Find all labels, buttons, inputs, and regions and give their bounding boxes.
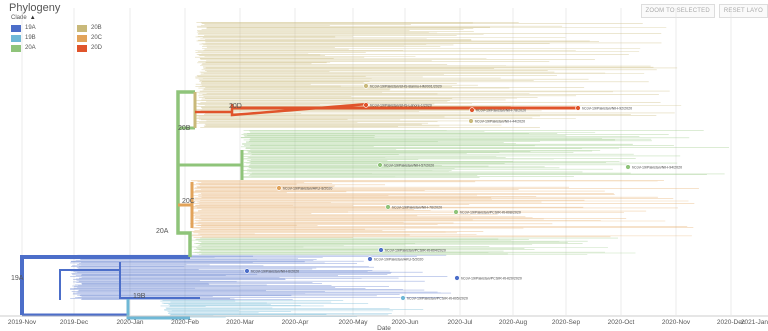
date-tick-label: 2020-Apr xyxy=(282,319,310,326)
legend-swatch xyxy=(11,44,21,52)
tip-marker[interactable] xyxy=(625,164,631,170)
legend-swatch xyxy=(77,44,87,52)
tip-label: hCoV-19/Pakistan/NIH-6/2020 xyxy=(251,270,299,274)
tip-marker[interactable] xyxy=(469,107,475,113)
date-tick-label: 2020-Oct xyxy=(608,319,635,326)
legend-title: Clade xyxy=(11,15,27,21)
date-tick-label: 2020-Dec xyxy=(717,319,746,326)
legend-label: 20B xyxy=(91,25,102,31)
legend-item-19b[interactable]: 19B xyxy=(11,34,77,42)
tip-label: hCoV-19/Pakistan/NIH-44/2020 xyxy=(475,120,525,124)
tip-label: hCoV-19/Pakistan/NIH-94/2020 xyxy=(632,166,682,170)
legend-item-20a[interactable]: 20A xyxy=(11,44,77,52)
tip-marker[interactable] xyxy=(276,185,282,191)
legend-label: 20C xyxy=(91,35,103,41)
root-branch xyxy=(20,255,190,315)
tip-marker[interactable] xyxy=(363,83,369,89)
tip-label: hCoV-19/Pakistan/PCSIR-KHI04/2020 xyxy=(385,249,446,253)
date-tick-label: 2020-Aug xyxy=(499,319,528,326)
branch-20d xyxy=(195,102,369,117)
legend-swatch xyxy=(77,34,87,42)
branch-20c xyxy=(178,182,194,228)
legend-item-19a[interactable]: 19A xyxy=(11,24,77,32)
date-tick-label: 2019-Nov xyxy=(8,319,37,326)
tip-label: hCoV-19/Pakistan/PCSIR-KHI05/2020 xyxy=(407,297,468,301)
tip-marker[interactable] xyxy=(575,105,581,111)
date-tick-label: 2021-Jan xyxy=(741,319,768,326)
clade-legend: Clade ▲ 19A 20B 19B 20C 20A 20D xyxy=(11,15,117,52)
tip-marker[interactable] xyxy=(454,275,460,281)
tip-label: hCoV-19/Pakistan/NIH-78/2020 xyxy=(476,109,526,113)
clade-label-20a: 20A xyxy=(156,228,169,235)
branch-bundle xyxy=(190,180,699,238)
tip-marker[interactable] xyxy=(378,247,384,253)
legend-label: 20A xyxy=(25,45,36,51)
date-tick-label: 2020-Jan xyxy=(116,319,143,326)
clade-label-19b: 19B xyxy=(133,293,146,300)
tip-label: hCoV-19/Pakistan/PCSIR-KHI08/2020 xyxy=(460,211,521,215)
branch-19a-inner xyxy=(59,269,120,300)
legend-item-20d[interactable]: 20D xyxy=(77,44,117,52)
branch-bundle xyxy=(190,237,636,255)
tip-label: hCoV-19/Pakistan/PCSIR-KHI20/2020 xyxy=(461,277,522,281)
tip-marker[interactable] xyxy=(453,209,459,215)
date-tick-label: 2020-May xyxy=(339,319,369,326)
tip-label: hCoV-19/Pakistan/AKU-8/2020 xyxy=(283,187,332,191)
tip-marker[interactable] xyxy=(377,162,383,168)
date-tick-label: 2020-Mar xyxy=(226,319,255,326)
date-tick-label: 2020-Nov xyxy=(662,319,691,326)
tip-marker[interactable] xyxy=(367,256,373,262)
branch-20a-trunk xyxy=(176,90,195,257)
axis-label: Date xyxy=(377,325,391,331)
chevron-up-icon[interactable]: ▲ xyxy=(29,15,36,21)
branch-bundle xyxy=(70,254,452,300)
tip-label: hCoV-19/Pakistan/NIH-76/2020 xyxy=(392,206,442,210)
legend-label: 19B xyxy=(25,35,36,41)
tip-marker[interactable] xyxy=(400,295,406,301)
legend-swatch xyxy=(77,24,87,32)
branch-bundle xyxy=(240,130,730,178)
tip-label: hCoV-19/Pakistan/UHS-Lahore-1/2020 xyxy=(370,104,432,108)
zoom-to-selected-button[interactable]: ZOOM TO SELECTED xyxy=(640,4,715,18)
clade-label-20d: 20D xyxy=(229,103,242,110)
legend-label: 19A xyxy=(25,25,36,31)
tip-marker[interactable] xyxy=(363,102,369,108)
legend-items: 19A 20B 19B 20C 20A 20D xyxy=(11,24,117,52)
legend-item-20c[interactable]: 20C xyxy=(77,34,117,42)
legend-swatch xyxy=(11,24,21,32)
legend-header[interactable]: Clade ▲ xyxy=(11,15,117,21)
tip-label: hCoV-19/Pakistan/NIH-57/2020 xyxy=(384,164,434,168)
branch-19a-sub xyxy=(119,262,200,299)
legend-swatch xyxy=(11,34,21,42)
date-tick-label: 2020-Feb xyxy=(171,319,199,326)
date-tick-label: 2019-Dec xyxy=(60,319,89,326)
tip-label: hCoV-19/Pakistan/UHS-Bannu-HM/001/2020 xyxy=(370,85,442,89)
date-tick-label: 2020-Jul xyxy=(448,319,473,326)
date-tick-label: 2020-Jun xyxy=(391,319,418,326)
branch-bundle xyxy=(195,21,682,128)
branch-20a-sub xyxy=(178,150,244,180)
legend-item-20b[interactable]: 20B xyxy=(77,24,117,32)
branch-19b xyxy=(126,298,190,320)
clade-label-20c: 20C xyxy=(182,198,195,205)
legend-label: 20D xyxy=(91,45,103,51)
tip-marker[interactable] xyxy=(385,204,391,210)
date-tick-label: 2020-Sep xyxy=(552,319,581,326)
tip-label: hCoV-19/Pakistan/NIH-92/2020 xyxy=(582,107,632,111)
tip-marker[interactable] xyxy=(468,118,474,124)
clade-label-19a: 19A xyxy=(11,275,24,282)
branch-bundle xyxy=(160,299,424,318)
clade-label-20b: 20B xyxy=(178,125,191,132)
tip-label: hCoV-19/Pakistan/AKU-5/2020 xyxy=(374,258,423,262)
tip-marker[interactable] xyxy=(244,268,250,274)
